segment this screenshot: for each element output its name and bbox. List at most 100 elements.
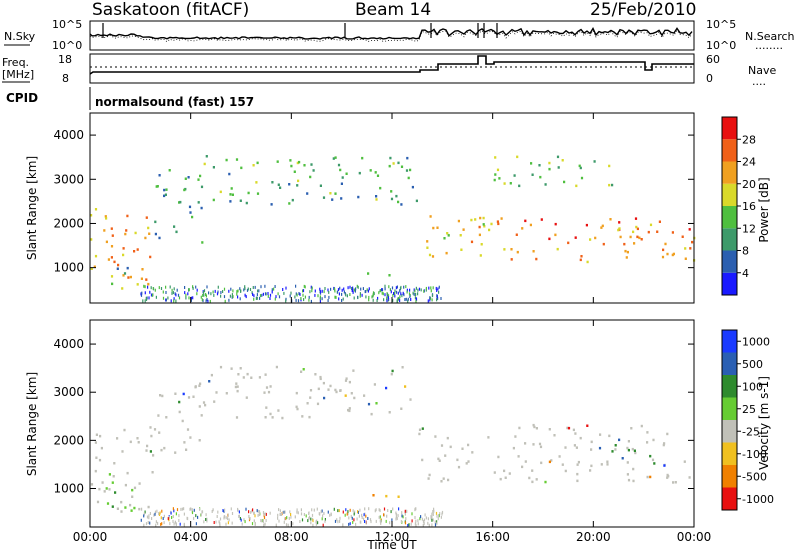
echo-cell bbox=[322, 196, 326, 199]
echo-cell bbox=[436, 294, 438, 298]
echo-cell bbox=[426, 240, 429, 243]
echo-cell bbox=[222, 509, 224, 512]
echo-cell bbox=[319, 375, 322, 379]
echo-cell bbox=[470, 218, 473, 222]
echo-cell bbox=[606, 463, 609, 466]
echo-cell bbox=[145, 278, 148, 281]
echo-cell bbox=[158, 512, 160, 516]
echo-cell bbox=[232, 289, 234, 293]
echo-cell bbox=[539, 175, 542, 179]
echo-cell bbox=[261, 519, 263, 523]
echo-cell bbox=[126, 471, 129, 475]
echo-cell bbox=[249, 517, 251, 520]
echo-cell bbox=[383, 513, 385, 517]
echo-cell bbox=[297, 179, 300, 183]
echo-cell bbox=[200, 206, 203, 210]
echo-cell bbox=[365, 514, 367, 518]
echo-cell bbox=[346, 294, 348, 298]
echo-cell bbox=[161, 509, 163, 513]
echo-cell bbox=[378, 291, 380, 295]
echo-cell bbox=[188, 296, 190, 300]
echo-cell bbox=[324, 295, 326, 299]
echo-cell bbox=[163, 188, 166, 192]
colorbar-tick-label: 500 bbox=[742, 358, 763, 371]
echo-cell bbox=[169, 522, 171, 526]
echo-cell bbox=[120, 510, 123, 513]
colorbar-segment bbox=[722, 161, 737, 184]
echo-cell bbox=[284, 510, 286, 514]
echo-cell bbox=[240, 289, 242, 293]
echo-cell bbox=[579, 258, 582, 262]
echo-cell bbox=[144, 291, 146, 295]
echo-cell bbox=[428, 473, 431, 477]
echo-cell bbox=[327, 288, 329, 292]
echo-cell bbox=[348, 516, 350, 520]
echo-cell bbox=[310, 285, 312, 289]
echo-cell bbox=[608, 183, 611, 187]
echo-cell bbox=[239, 517, 241, 520]
echo-cell bbox=[691, 240, 694, 244]
echo-cell bbox=[427, 299, 429, 303]
echo-cell bbox=[162, 296, 165, 300]
noise-sky-trace bbox=[89, 27, 693, 40]
echo-cell bbox=[556, 155, 560, 159]
echo-cell bbox=[188, 288, 190, 292]
echo-cell bbox=[432, 510, 434, 513]
echo-cell bbox=[185, 448, 188, 451]
echo-cell bbox=[431, 512, 433, 516]
echo-cell bbox=[363, 513, 365, 517]
echo-cell bbox=[423, 522, 425, 526]
echo-cell bbox=[145, 522, 148, 526]
echo-cell bbox=[264, 522, 266, 526]
echo-cell bbox=[223, 287, 226, 291]
echo-cell bbox=[173, 297, 175, 301]
echo-cell bbox=[357, 195, 360, 199]
echo-cell bbox=[382, 292, 384, 296]
echo-cell bbox=[337, 520, 339, 524]
echo-cell bbox=[319, 184, 322, 187]
echo-cell bbox=[284, 517, 286, 521]
echo-cell bbox=[621, 457, 624, 460]
echo-cell bbox=[231, 193, 234, 196]
echo-cell bbox=[438, 514, 440, 518]
echo-cell bbox=[406, 156, 409, 160]
echo-cell bbox=[155, 295, 157, 299]
echo-cell bbox=[563, 180, 566, 184]
echo-cell bbox=[688, 228, 691, 231]
freq-left-tick-top: 18 bbox=[58, 53, 72, 66]
echo-cell bbox=[256, 161, 259, 165]
echo-cell bbox=[360, 287, 362, 291]
echo-cell bbox=[353, 518, 355, 522]
echo-cell bbox=[293, 170, 296, 173]
echo-cell bbox=[414, 516, 416, 519]
echo-cell bbox=[103, 229, 106, 232]
echo-cell bbox=[273, 287, 275, 291]
echo-cell bbox=[147, 521, 149, 524]
echo-cell bbox=[178, 201, 181, 204]
echo-cell bbox=[611, 450, 614, 453]
echo-cell bbox=[575, 184, 578, 188]
echo-cell bbox=[253, 294, 255, 298]
echo-cell bbox=[359, 294, 361, 298]
echo-cell bbox=[684, 257, 687, 260]
echo-cell bbox=[189, 436, 192, 439]
echo-cell bbox=[151, 471, 154, 474]
echo-cell bbox=[190, 296, 192, 300]
echo-cell bbox=[366, 288, 368, 292]
echo-cell bbox=[110, 256, 113, 259]
echo-cell bbox=[368, 295, 370, 299]
echo-cell bbox=[538, 442, 542, 446]
echo-cell bbox=[238, 514, 240, 518]
echo-cell bbox=[335, 295, 337, 299]
echo-cell bbox=[296, 407, 299, 411]
echo-cell bbox=[201, 298, 203, 302]
echo-cell bbox=[515, 233, 518, 236]
echo-cell bbox=[153, 428, 157, 431]
echo-cell bbox=[257, 513, 259, 517]
echo-cell bbox=[336, 290, 339, 294]
echo-cell bbox=[321, 517, 323, 521]
echo-cell bbox=[656, 230, 659, 233]
echo-cell bbox=[574, 236, 577, 239]
echo-cell bbox=[217, 510, 219, 514]
